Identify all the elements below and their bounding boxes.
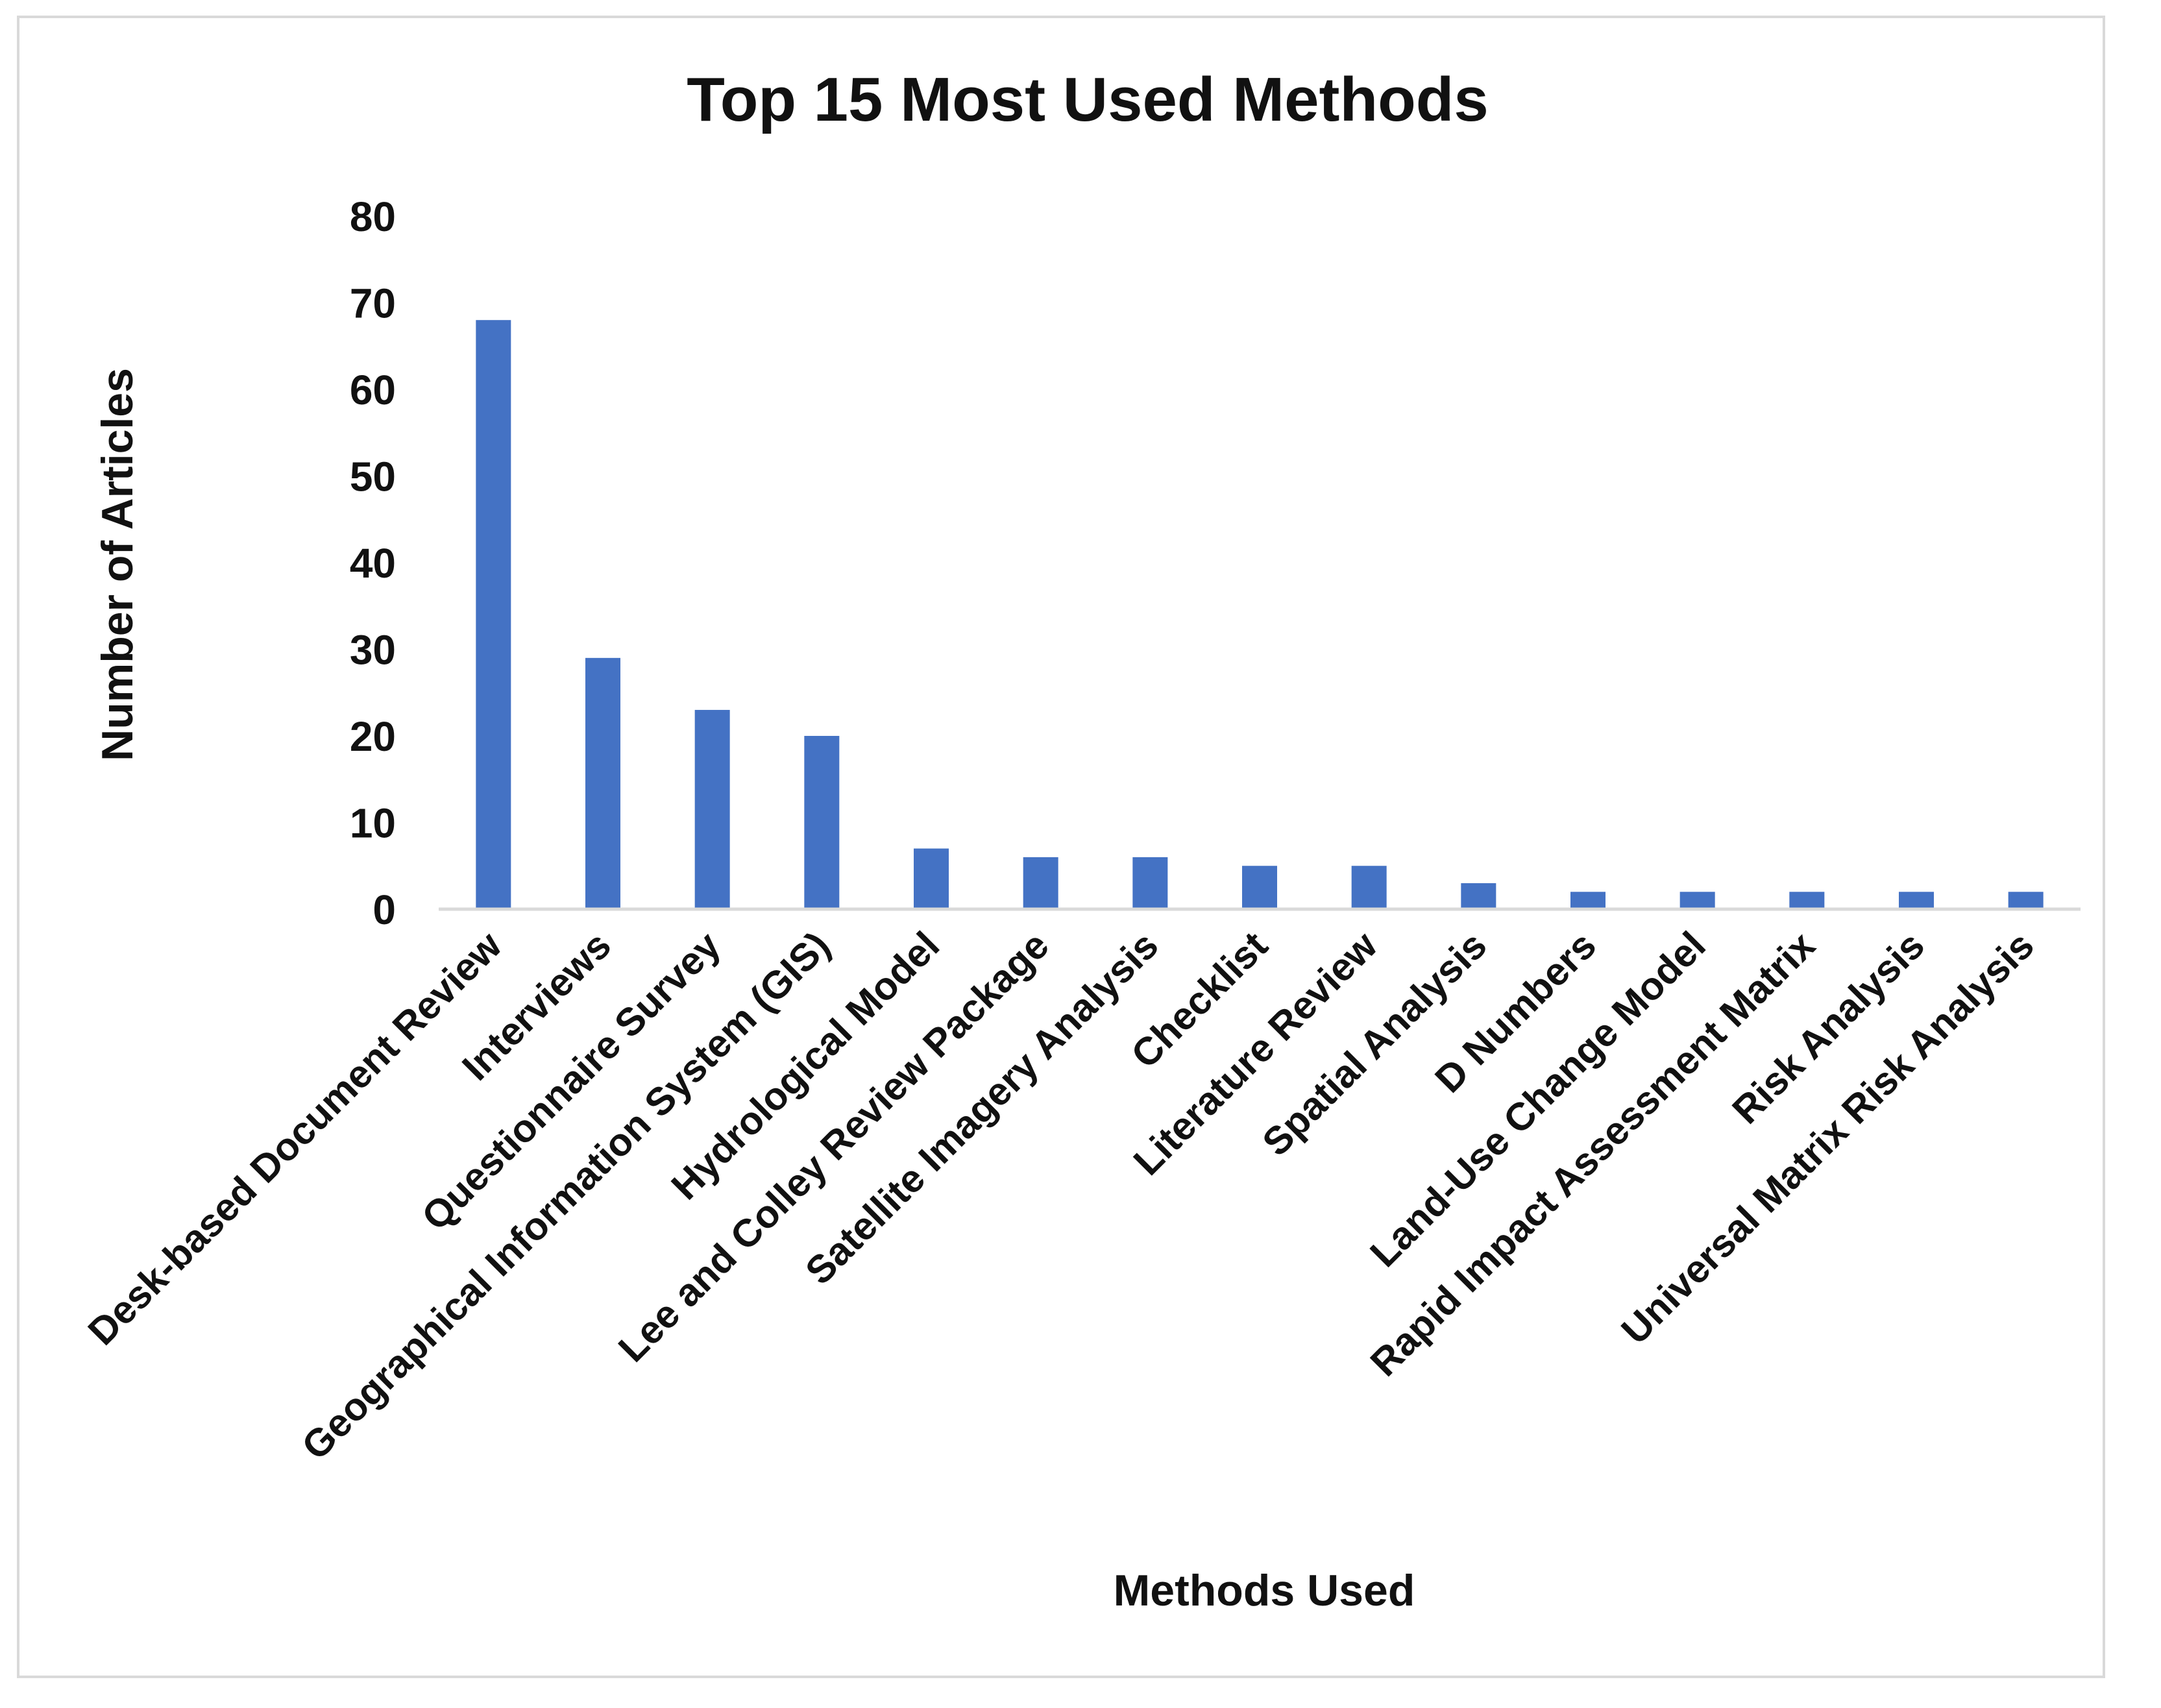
bar <box>476 320 511 909</box>
y-tick-label: 60 <box>350 367 396 413</box>
y-tick-label: 20 <box>350 713 396 760</box>
bar <box>1132 857 1168 909</box>
y-tick-label: 10 <box>350 800 396 847</box>
x-tick-label: Risk Analysis <box>1724 923 1933 1132</box>
bar <box>804 736 840 909</box>
bar <box>694 709 730 909</box>
bar <box>1242 866 1277 909</box>
bar <box>2008 892 2044 909</box>
x-axis-tick-labels: Desk-based Document ReviewInterviewsQues… <box>80 923 2042 1468</box>
bar <box>1899 892 1934 909</box>
y-axis-ticks: 0 10 20 30 40 50 60 70 80 <box>350 193 396 933</box>
y-tick-label: 80 <box>350 193 396 240</box>
bar <box>1023 857 1058 909</box>
x-axis-title: Methods Used <box>1114 1566 1415 1615</box>
y-axis-title: Number of Articles <box>93 368 142 761</box>
bars <box>476 320 2044 909</box>
y-tick-label: 0 <box>372 886 396 933</box>
bar <box>1461 883 1496 909</box>
bar <box>914 848 949 909</box>
y-tick-label: 50 <box>350 454 396 500</box>
chart-title: Top 15 Most Used Methods <box>687 65 1489 134</box>
bar <box>1351 866 1387 909</box>
bar <box>1679 892 1715 909</box>
bar <box>585 657 620 909</box>
chart-frame <box>17 16 2105 1678</box>
y-tick-label: 30 <box>350 627 396 674</box>
y-tick-label: 70 <box>350 280 396 327</box>
y-tick-label: 40 <box>350 540 396 587</box>
bar <box>1789 892 1825 909</box>
bar <box>1570 892 1605 909</box>
